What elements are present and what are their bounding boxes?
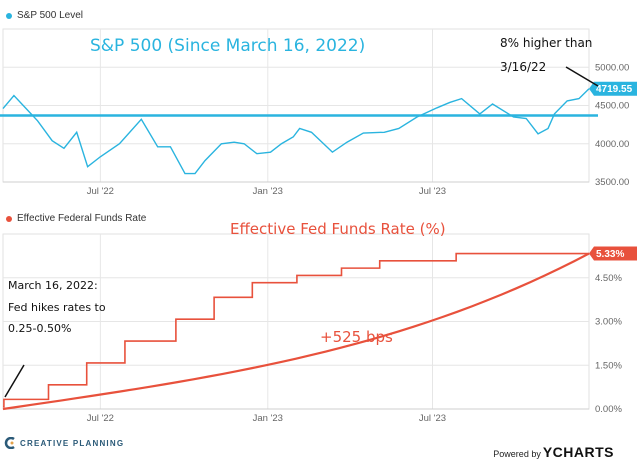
fed-funds-chart: 0.00% 1.50% 3.00% 4.50% Jul '22 Jan '23 Jul '2…	[2, 233, 637, 424]
sp500-last-value-badge	[589, 81, 637, 96]
sp500-y-tick-label: 4500.00	[595, 101, 629, 112]
sp500-x-tick-label: Jan '23	[253, 186, 283, 197]
fed-last-value-label: 5.33%	[596, 249, 624, 260]
fed-curve-annotation: +525 bps	[320, 328, 393, 346]
sp500-annotation-line1: 8% higher than	[500, 36, 593, 50]
sp500-chart-title: S&P 500 (Since March 16, 2022)	[90, 36, 366, 56]
fed-annotation-line3: 0.25-0.50%	[8, 322, 72, 335]
fed-legend-dot	[6, 215, 12, 222]
fed-y-tick-label: 0.00%	[595, 404, 622, 415]
ycharts-logo: YCHARTS	[542, 444, 614, 460]
powered-by-label: Powered by	[493, 449, 541, 459]
fed-annotation-line2: Fed hikes rates to	[8, 301, 106, 314]
sp500-x-tick-label: Jul '23	[419, 186, 446, 197]
sp500-legend-label: S&P 500 Level	[17, 10, 83, 21]
fed-annotation-pointer	[4, 364, 25, 398]
fed-x-tick-label: Jul '22	[87, 413, 114, 424]
fed-legend[interactable]: Effective Federal Funds Rate	[6, 213, 146, 224]
sp500-annotation-line2: 3/16/22	[500, 60, 547, 74]
sp500-y-tick-label: 5000.00	[595, 62, 629, 73]
fed-annotation-curve	[2, 252, 590, 411]
fed-x-tick-label: Jan '23	[253, 413, 283, 424]
fed-y-tick-label: 3.00%	[595, 317, 622, 328]
sp500-y-tick-label: 3500.00	[595, 177, 629, 188]
creative-planning-logo: CREATIVE PLANNING	[4, 437, 124, 449]
fed-y-tick-label: 1.50%	[595, 360, 622, 371]
sp500-legend-dot	[6, 12, 12, 19]
fed-legend-label: Effective Federal Funds Rate	[17, 213, 147, 224]
sp500-annotation-arrow	[565, 66, 599, 87]
fed-last-value-badge	[589, 246, 637, 261]
fed-series-line	[3, 252, 589, 408]
sp500-legend[interactable]: S&P 500 Level	[6, 10, 83, 21]
fed-annotation-line1: March 16, 2022:	[8, 279, 98, 292]
fed-y-tick-label: 4.50%	[595, 273, 622, 284]
sp500-last-value-label: 4719.55	[596, 84, 633, 95]
sp500-y-tick-label: 4000.00	[595, 139, 629, 150]
ycharts-credit[interactable]: Powered by YCHARTS	[493, 444, 614, 460]
fed-x-tick-label: Jul '23	[419, 413, 446, 424]
sp500-x-tick-label: Jul '22	[87, 186, 114, 197]
creative-planning-c-icon	[4, 437, 15, 449]
creative-planning-text: CREATIVE PLANNING	[20, 438, 125, 448]
sp500-chart: 3500.00 4000.00 4500.00 5000.00 Jul '22 Jan '…	[0, 28, 637, 197]
fed-chart-title: Effective Fed Funds Rate (%)	[230, 220, 446, 238]
